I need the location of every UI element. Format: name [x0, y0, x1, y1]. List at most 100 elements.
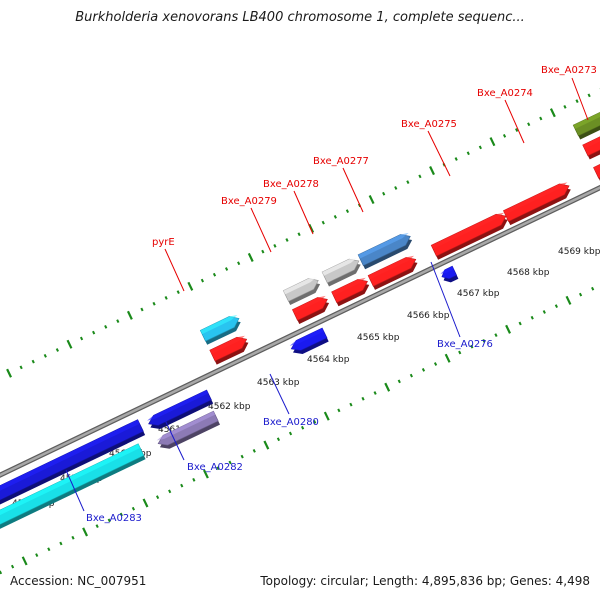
- gene-bxe-a0282[interactable]: [147, 389, 214, 429]
- gene-highlight: [200, 315, 238, 335]
- gene-label[interactable]: Bxe_A0282: [187, 462, 243, 473]
- tick-mark: [142, 498, 149, 508]
- tick-mark: [565, 295, 572, 305]
- gene-leader-line: [269, 373, 290, 415]
- tick-label: 4563 kbp: [257, 378, 300, 388]
- gene-bxe-a0277[interactable]: [367, 255, 418, 290]
- tick-mark: [349, 402, 353, 407]
- tick-mark: [482, 339, 486, 343]
- tick-mark: [345, 209, 350, 213]
- gene-label[interactable]: Bxe_A0279: [221, 196, 277, 207]
- gene-feature[interactable]: [593, 131, 600, 182]
- gene-feature[interactable]: [292, 295, 330, 324]
- gene-bxe-a0276[interactable]: [440, 265, 459, 283]
- tick-mark: [587, 93, 591, 98]
- gene-label[interactable]: Bxe_A0277: [313, 156, 369, 167]
- tick-mark: [361, 396, 365, 401]
- gene-feature[interactable]: [209, 335, 249, 365]
- tick-mark: [263, 440, 270, 450]
- gene-bxe-a0275[interactable]: [430, 212, 508, 260]
- tick-mark: [216, 466, 220, 471]
- gene-feature[interactable]: [0, 419, 146, 531]
- tick-mark: [95, 524, 99, 529]
- gene-highlight: [292, 295, 326, 314]
- tick-mark: [429, 166, 435, 176]
- gene-bxe-a0278[interactable]: [321, 257, 361, 287]
- tick-mark: [470, 344, 474, 349]
- tick-mark: [578, 292, 583, 297]
- tick-mark: [518, 321, 522, 326]
- tick-mark: [152, 301, 156, 306]
- gene-bxe-a0279[interactable]: [282, 277, 321, 305]
- gene-leader-line: [293, 190, 314, 235]
- tick-mark: [276, 437, 281, 442]
- tick-mark: [549, 108, 556, 118]
- tick-mark: [192, 477, 196, 482]
- gene-body: [321, 258, 360, 284]
- tick-label: 4565 kbp: [357, 333, 400, 343]
- gene-label[interactable]: Bxe_A0273: [541, 65, 597, 76]
- tick-mark: [297, 232, 301, 237]
- tick-label: 4566 kbp: [407, 311, 450, 321]
- gene-feature[interactable]: [331, 277, 370, 307]
- tick-mark: [466, 151, 470, 156]
- tick-mark: [458, 350, 462, 355]
- tick-label: 4569 kbp: [558, 247, 600, 257]
- tick-mark: [202, 469, 209, 479]
- tick-mark: [421, 367, 426, 372]
- gene-label[interactable]: Bxe_A0280: [263, 417, 319, 428]
- tick-mark: [382, 191, 386, 196]
- gene-bxe-a0274[interactable]: [503, 182, 571, 226]
- gene-body: [0, 419, 144, 501]
- gene-group[interactable]: [0, 104, 600, 551]
- gene-body: [282, 278, 319, 302]
- tick-mark: [66, 339, 73, 349]
- gene-leader-line: [65, 469, 85, 512]
- tick-mark: [478, 145, 482, 150]
- tick-mark: [489, 137, 496, 147]
- gene-bxe-a0280[interactable]: [289, 327, 329, 354]
- gene-body: [199, 316, 240, 342]
- tick-mark: [168, 489, 172, 494]
- gene-highlight: [322, 257, 358, 276]
- gene-highlight: [368, 255, 415, 280]
- gene-feature[interactable]: [357, 232, 413, 270]
- gene-pyre[interactable]: [199, 315, 241, 345]
- gene-label[interactable]: Bxe_A0276: [437, 339, 493, 350]
- tick-mark: [180, 483, 184, 488]
- gene-highlight: [331, 277, 366, 296]
- tick-mark: [107, 518, 111, 523]
- gene-label[interactable]: Bxe_A0275: [401, 119, 457, 130]
- gene-leader-line: [427, 130, 451, 177]
- gene-feature[interactable]: [572, 105, 600, 140]
- gene-label[interactable]: Bxe_A0274: [477, 88, 533, 99]
- tick-mark: [240, 454, 244, 459]
- tick-mark: [212, 272, 217, 277]
- gene-label[interactable]: pyrE: [152, 237, 175, 248]
- tick-mark: [384, 382, 391, 392]
- tick-mark: [116, 319, 120, 323]
- tick-mark: [19, 365, 23, 370]
- tick-mark: [397, 379, 401, 384]
- gene-bxe-a0273[interactable]: [582, 104, 600, 160]
- gene-label[interactable]: Bxe_A0278: [263, 179, 319, 190]
- tick-mark: [71, 535, 75, 540]
- tick-mark: [43, 353, 47, 358]
- tick-mark: [406, 180, 410, 185]
- gene-label[interactable]: Bxe_A0283: [86, 513, 142, 524]
- gene-leader-line: [571, 77, 589, 121]
- tick-mark: [92, 330, 96, 335]
- tick-mark: [224, 267, 229, 271]
- gene-highlight: [209, 335, 245, 354]
- tick-mark: [21, 556, 28, 566]
- gene-highlight: [503, 182, 568, 215]
- tick-mark: [6, 368, 12, 378]
- tick-mark: [155, 495, 160, 500]
- tick-mark: [554, 304, 558, 309]
- tick-mark: [591, 286, 595, 291]
- tick-mark: [409, 373, 413, 378]
- tick-mark: [575, 99, 579, 103]
- backbone-group: [0, 184, 600, 478]
- tick-label: 4562 kbp: [208, 402, 251, 412]
